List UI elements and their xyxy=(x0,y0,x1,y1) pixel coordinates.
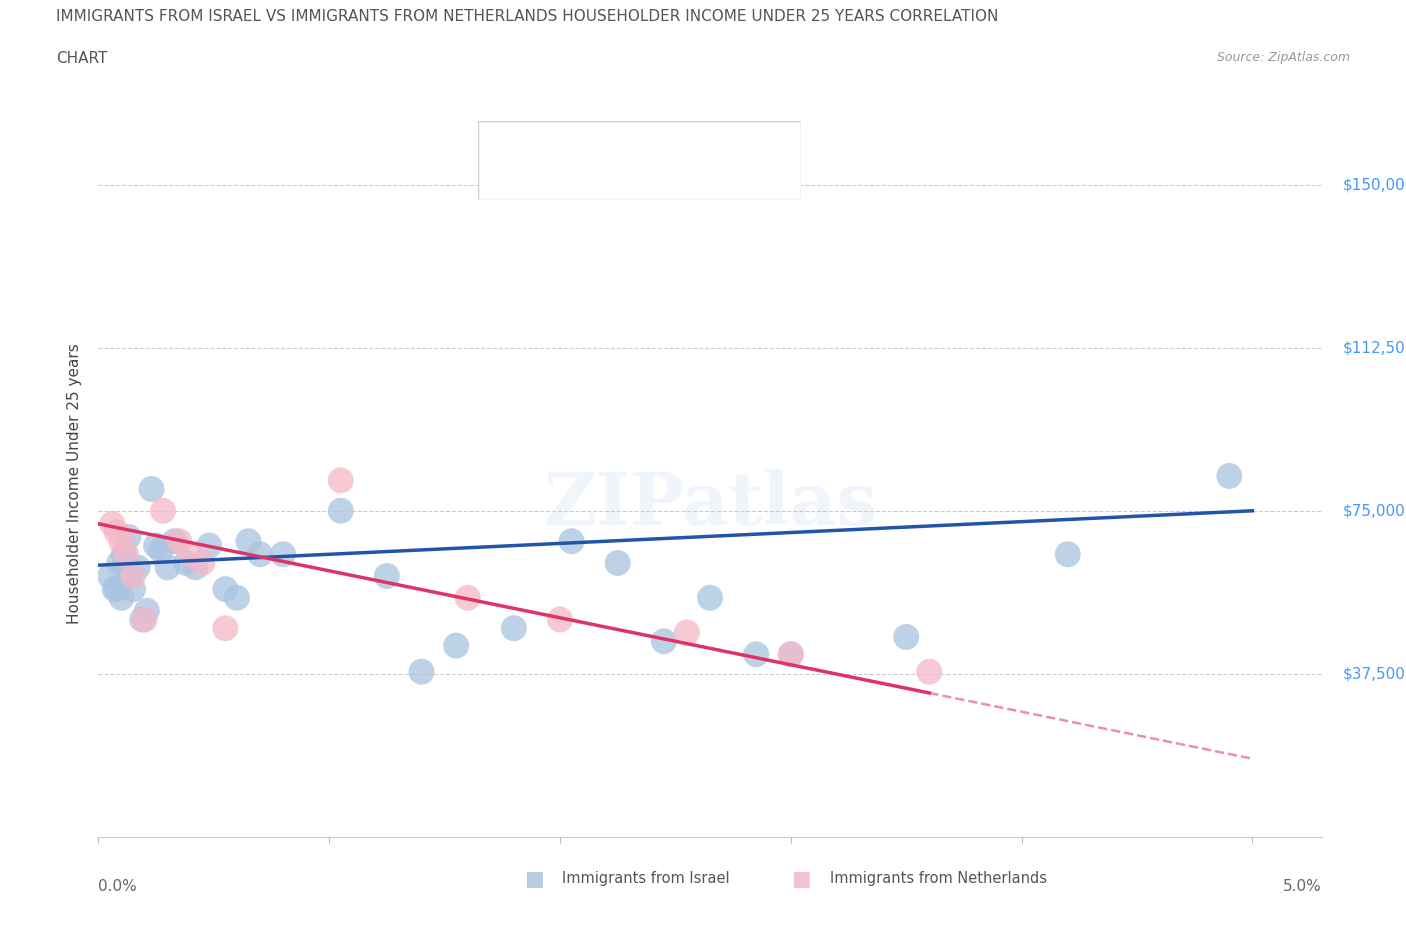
Text: Immigrants from Israel: Immigrants from Israel xyxy=(562,871,730,886)
Point xyxy=(163,534,186,549)
Text: 0.0%: 0.0% xyxy=(98,880,138,895)
Text: IMMIGRANTS FROM ISRAEL VS IMMIGRANTS FROM NETHERLANDS HOUSEHOLDER INCOME UNDER 2: IMMIGRANTS FROM ISRAEL VS IMMIGRANTS FRO… xyxy=(56,9,998,24)
Text: R =: R = xyxy=(527,171,557,186)
Point xyxy=(156,560,179,575)
Point xyxy=(779,647,801,662)
Point xyxy=(699,591,721,605)
Point xyxy=(112,547,135,562)
Point xyxy=(561,534,583,549)
Point xyxy=(110,591,132,605)
Point xyxy=(779,647,801,662)
Point xyxy=(122,568,145,583)
Point xyxy=(375,568,398,583)
Text: 5.0%: 5.0% xyxy=(1282,880,1322,895)
Point xyxy=(271,547,294,562)
Point xyxy=(141,482,163,497)
Point xyxy=(225,591,247,605)
Text: $75,000: $75,000 xyxy=(1343,503,1406,518)
FancyBboxPatch shape xyxy=(478,121,801,200)
Point xyxy=(1056,547,1078,562)
Point xyxy=(117,529,139,544)
Text: $112,500: $112,500 xyxy=(1343,340,1406,355)
Point xyxy=(1218,469,1240,484)
Point xyxy=(120,568,142,583)
Point xyxy=(548,612,571,627)
Point xyxy=(238,534,260,549)
Point xyxy=(745,647,768,662)
Point xyxy=(98,568,121,583)
Point xyxy=(444,638,467,653)
Text: ZIPatlas: ZIPatlas xyxy=(543,470,877,540)
Point xyxy=(149,542,172,557)
Point xyxy=(145,538,167,553)
Point xyxy=(110,534,132,549)
Point xyxy=(122,581,145,596)
Text: R =: R = xyxy=(527,134,557,149)
FancyBboxPatch shape xyxy=(488,166,517,193)
Point xyxy=(115,547,138,562)
Point xyxy=(606,555,628,570)
Point xyxy=(101,516,124,531)
Text: ■: ■ xyxy=(792,869,811,889)
Point xyxy=(411,664,433,679)
Text: $37,500: $37,500 xyxy=(1343,667,1406,682)
Point xyxy=(105,581,128,596)
Y-axis label: Householder Income Under 25 years: Householder Income Under 25 years xyxy=(67,343,83,624)
Text: 0.185: 0.185 xyxy=(582,134,633,149)
Point xyxy=(918,664,941,679)
Point xyxy=(103,581,125,596)
Point xyxy=(180,547,202,562)
Point xyxy=(329,472,352,487)
Point xyxy=(131,612,153,627)
Point xyxy=(198,538,221,553)
Point xyxy=(152,503,174,518)
Point xyxy=(457,591,479,605)
Text: Source: ZipAtlas.com: Source: ZipAtlas.com xyxy=(1216,51,1350,64)
Point xyxy=(896,630,918,644)
Point xyxy=(502,621,524,636)
Text: N = 17: N = 17 xyxy=(672,171,728,186)
Text: Immigrants from Netherlands: Immigrants from Netherlands xyxy=(830,871,1046,886)
Text: -0.507: -0.507 xyxy=(582,171,633,186)
Text: CHART: CHART xyxy=(56,51,108,66)
Text: $150,000: $150,000 xyxy=(1343,177,1406,193)
Point xyxy=(134,612,156,627)
Point xyxy=(135,604,157,618)
Point xyxy=(184,560,207,575)
Point xyxy=(214,621,236,636)
Point xyxy=(329,503,352,518)
Point xyxy=(676,625,699,640)
FancyBboxPatch shape xyxy=(488,127,517,155)
Point xyxy=(191,555,214,570)
Point xyxy=(214,581,236,596)
Text: ■: ■ xyxy=(524,869,544,889)
Text: N = 40: N = 40 xyxy=(672,134,728,149)
Point xyxy=(167,534,190,549)
Point xyxy=(127,560,149,575)
Point xyxy=(105,525,128,540)
Point xyxy=(115,555,138,570)
Point xyxy=(108,555,131,570)
Point xyxy=(249,547,271,562)
Point xyxy=(652,634,675,649)
Point xyxy=(174,555,197,570)
